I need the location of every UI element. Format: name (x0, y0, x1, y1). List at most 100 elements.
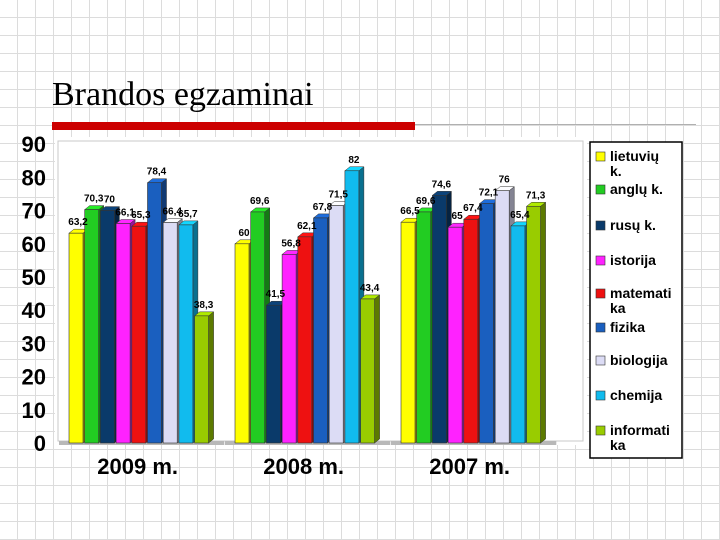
data-label: 65,3 (131, 210, 151, 221)
data-label: 38,3 (194, 300, 214, 311)
data-label: 65 (452, 211, 464, 222)
data-label: 72,1 (479, 188, 499, 199)
y-tick-label: 50 (22, 265, 46, 290)
bar-front (131, 225, 147, 444)
data-label: 70 (104, 195, 116, 206)
legend-swatch (595, 390, 606, 401)
legend-label: rusų k. (610, 217, 656, 233)
y-tick-label: 70 (22, 199, 46, 224)
data-label: 82 (348, 155, 360, 166)
data-label: 67,4 (463, 203, 483, 214)
bar-side (540, 201, 546, 444)
bar-front (479, 203, 494, 444)
legend-box (589, 141, 683, 459)
bar-front (115, 223, 131, 444)
data-label: 69,6 (250, 196, 270, 207)
title-accent-bar (52, 122, 415, 130)
y-tick-label: 10 (22, 398, 46, 423)
slide-title: Brandos egzaminai (52, 76, 314, 113)
data-label: 66,5 (400, 206, 420, 217)
legend-label: informati (610, 422, 670, 438)
bar-front (510, 225, 526, 444)
data-label: 70,3 (84, 194, 104, 205)
legend-item: istorija (595, 252, 656, 268)
y-tick-label: 90 (22, 132, 46, 157)
legend-swatch (595, 288, 606, 299)
y-tick-label: 30 (22, 331, 46, 356)
data-label: 66,1 (115, 208, 135, 219)
data-label: 43,4 (360, 283, 380, 294)
y-tick-label: 80 (22, 165, 46, 190)
bar-front (313, 217, 328, 444)
x-axis: 2009 m. 2008 m. 2007 m. (97, 454, 510, 479)
bar-front (178, 224, 194, 444)
data-label: 71,5 (328, 190, 348, 201)
legend-label: chemija (610, 387, 662, 403)
legend-label: ka (610, 437, 626, 453)
legend-label: istorija (610, 252, 656, 268)
legend-label: ka (610, 300, 626, 316)
bar-front (463, 218, 479, 444)
data-label: 66,4 (162, 207, 182, 218)
legend-swatch (595, 151, 606, 162)
legend-label: lietuvių (610, 148, 659, 164)
data-label: 56,8 (281, 238, 301, 249)
y-tick-label: 40 (22, 298, 46, 323)
bar-side (208, 311, 214, 444)
data-label: 65,4 (510, 210, 530, 221)
data-label: 78,4 (147, 167, 167, 178)
data-label: 69,6 (416, 196, 436, 207)
bar-front (162, 222, 178, 444)
data-label: 76 (499, 175, 511, 186)
bar-front (100, 210, 115, 444)
legend-swatch (595, 184, 606, 195)
bar (193, 311, 215, 444)
legend-swatch (595, 220, 606, 231)
legend-item: rusų k. (595, 217, 656, 233)
legend-label: matemati (610, 285, 671, 301)
x-category-label: 2009 m. (97, 454, 178, 479)
data-label: 71,3 (526, 190, 546, 201)
bar-front (250, 211, 265, 444)
bar-front (400, 221, 416, 444)
bars (68, 166, 547, 444)
bar (525, 201, 547, 444)
bar-front (297, 236, 313, 444)
bar-front (194, 315, 209, 444)
bar-front (234, 243, 250, 444)
bar-front (447, 226, 463, 444)
legend-label: biologija (610, 352, 668, 368)
bar-front (147, 182, 162, 444)
legend-swatch (595, 322, 606, 333)
bar-front (360, 298, 375, 444)
y-tick-label: 60 (22, 232, 46, 257)
data-labels: 63,2 70,3 70 66,165,3 78,4 66,465,7 38,3 60 69,6… (68, 155, 546, 311)
data-label: 62,1 (297, 221, 317, 232)
y-tick-label: 0 (34, 431, 46, 456)
legend-label: k. (610, 163, 622, 179)
data-label: 41,5 (266, 289, 286, 300)
y-tick-label: 20 (22, 365, 46, 390)
bar-front (84, 209, 99, 444)
data-label: 74,6 (432, 179, 452, 190)
legend-item: anglų k. (595, 181, 663, 197)
legend-swatch (595, 255, 606, 266)
y-axis: 0 10 20 30 40 50 60 70 80 90 (22, 132, 46, 456)
bar (359, 294, 381, 444)
data-label: 63,2 (68, 217, 88, 228)
data-label: 60 (238, 228, 250, 239)
bar-front (344, 170, 360, 444)
bar-front (416, 211, 432, 444)
bar-front (494, 190, 510, 444)
data-label: 65,7 (178, 209, 198, 220)
bar-side (374, 294, 380, 444)
data-label: 67,8 (313, 202, 333, 213)
bar-front (526, 205, 541, 444)
legend-swatch (595, 355, 606, 366)
legend-item: chemija (595, 387, 662, 403)
